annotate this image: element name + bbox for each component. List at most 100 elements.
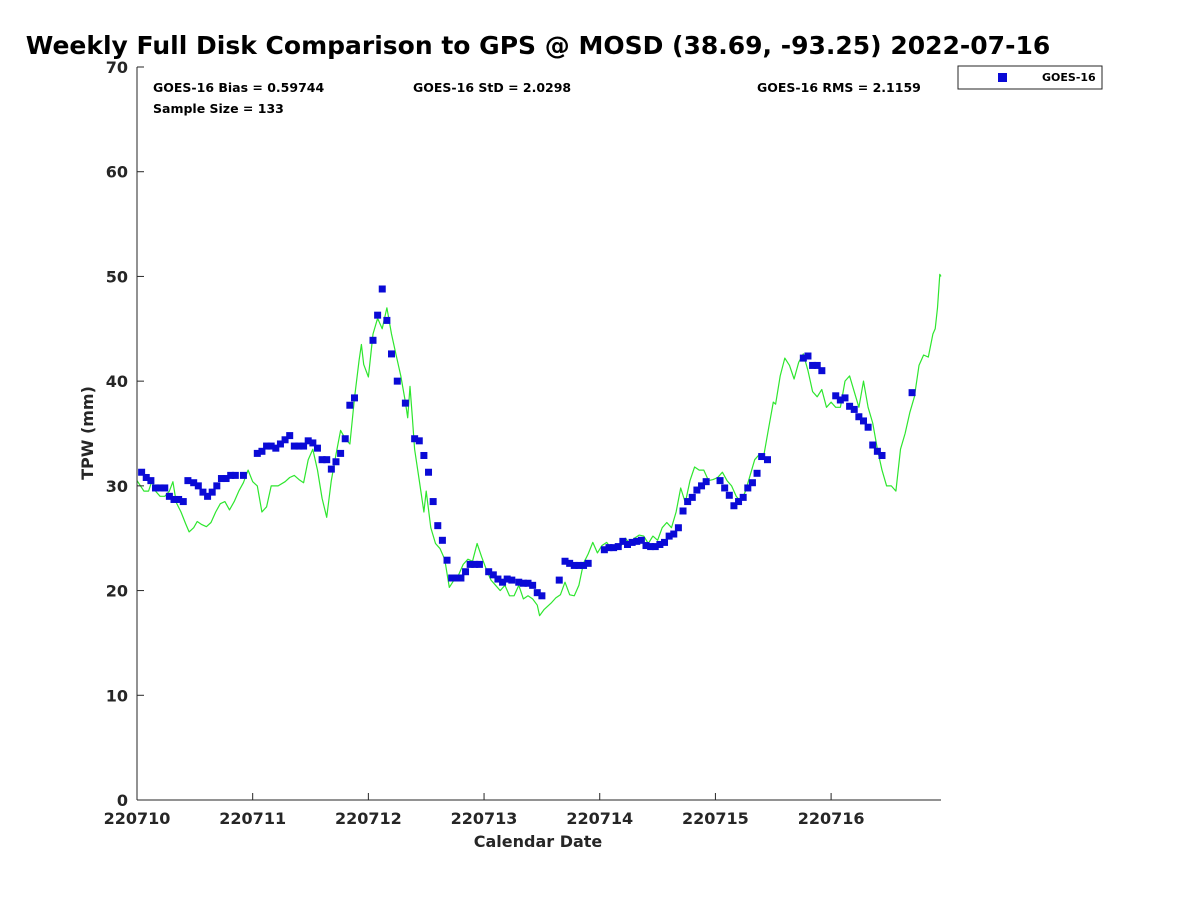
goes16-point: [619, 537, 627, 545]
goes16-point: [304, 437, 312, 445]
goes16-point: [411, 435, 419, 443]
goes16-point: [378, 285, 386, 293]
goes16-point: [231, 471, 239, 479]
goes16-point: [142, 473, 150, 481]
goes16-point: [841, 394, 849, 402]
goes16-point: [763, 456, 771, 464]
goes16-point: [600, 546, 608, 554]
goes16-point: [332, 458, 340, 466]
legend-marker-goes16: [998, 73, 1007, 82]
goes16-point: [152, 484, 160, 492]
goes16-point: [651, 543, 659, 551]
goes16-point: [499, 578, 507, 586]
goes16-point: [566, 559, 574, 567]
goes16-point: [346, 401, 354, 409]
goes16-point: [327, 465, 335, 473]
goes16-point: [515, 578, 523, 586]
goes16-point: [614, 543, 622, 551]
goes16-point: [457, 574, 465, 582]
goes16-point: [850, 405, 858, 413]
std-stat: GOES-16 StD = 2.0298: [413, 80, 571, 95]
x-tick-label: 220710: [104, 809, 171, 828]
goes16-point: [393, 377, 401, 385]
goes16-point: [524, 579, 532, 587]
goes16-point: [869, 441, 877, 449]
goes16-point: [647, 543, 655, 551]
goes16-point: [341, 435, 349, 443]
legend-box: [957, 65, 1103, 90]
y-tick-label: 50: [106, 267, 128, 286]
y-axis-label: TPW (mm): [78, 386, 97, 480]
plot-area: 0 10 20 30 40 50 60 70 220710 220711 220712 220713 2…: [104, 58, 942, 828]
goes16-point: [165, 492, 173, 500]
goes16-point: [508, 576, 516, 584]
goes16-point: [227, 471, 235, 479]
goes16-point: [846, 402, 854, 410]
goes16-point: [859, 417, 867, 425]
goes16-point: [693, 486, 701, 494]
goes16-point: [561, 557, 569, 565]
goes16-point: [832, 392, 840, 400]
goes16-point: [836, 396, 844, 404]
goes16-point: [156, 484, 164, 492]
y-tick-label: 20: [106, 582, 128, 601]
goes16-point: [179, 498, 187, 506]
legend-label-goes16: GOES-16: [1042, 71, 1096, 84]
goes16-point: [466, 560, 474, 568]
goes16-point: [702, 478, 710, 486]
goes16-point: [199, 488, 207, 496]
goes16-point: [374, 311, 382, 319]
goes16-point: [263, 442, 271, 450]
goes16-point: [462, 568, 470, 576]
goes16-point: [300, 442, 308, 450]
goes16-point: [420, 451, 428, 459]
goes16-point: [388, 350, 396, 358]
goes16-point: [725, 491, 733, 499]
x-tick-label: 220713: [451, 809, 518, 828]
goes16-point: [633, 537, 641, 545]
rms-stat: GOES-16 RMS = 2.1159: [757, 80, 921, 95]
goes16-point: [194, 482, 202, 490]
goes16-point: [267, 442, 275, 450]
gps-line: [136, 273, 942, 617]
goes16-point: [425, 468, 433, 476]
y-tick-label: 40: [106, 372, 128, 391]
goes16-point: [873, 447, 881, 455]
y-tick-label: 10: [106, 686, 128, 705]
goes16-point: [804, 352, 812, 360]
x-axis-label: Calendar Date: [474, 832, 603, 851]
goes16-point: [272, 444, 280, 452]
x-tick-label: 220712: [335, 809, 402, 828]
sample-size-stat: Sample Size = 133: [153, 101, 284, 116]
goes16-point: [670, 530, 678, 538]
goes16-point: [184, 477, 192, 485]
goes16-point: [161, 484, 169, 492]
goes16-point: [533, 589, 541, 597]
goes16-point: [475, 560, 483, 568]
goes16-point: [415, 437, 423, 445]
goes16-point: [855, 413, 863, 421]
goes16-point: [318, 456, 326, 464]
goes16-point: [429, 498, 437, 506]
goes16-point: [222, 475, 230, 483]
goes16-point: [369, 336, 377, 344]
goes16-point: [295, 442, 303, 450]
goes16-point: [684, 498, 692, 506]
x-tick-label: 220716: [798, 809, 865, 828]
goes16-point: [258, 447, 266, 455]
gps-series: [136, 273, 942, 617]
goes16-point: [730, 502, 738, 510]
goes16-point: [809, 361, 817, 369]
goes16-point: [610, 544, 618, 552]
goes16-point: [735, 498, 743, 506]
y-tick-label: 60: [106, 163, 128, 182]
goes16-point: [758, 453, 766, 461]
goes16-point: [744, 484, 752, 492]
goes16-point: [383, 316, 391, 324]
y-tick-label: 70: [106, 58, 128, 77]
goes16-point: [138, 468, 146, 476]
goes16-point: [190, 479, 198, 487]
goes16-point: [818, 367, 826, 375]
goes16-point: [313, 444, 321, 452]
